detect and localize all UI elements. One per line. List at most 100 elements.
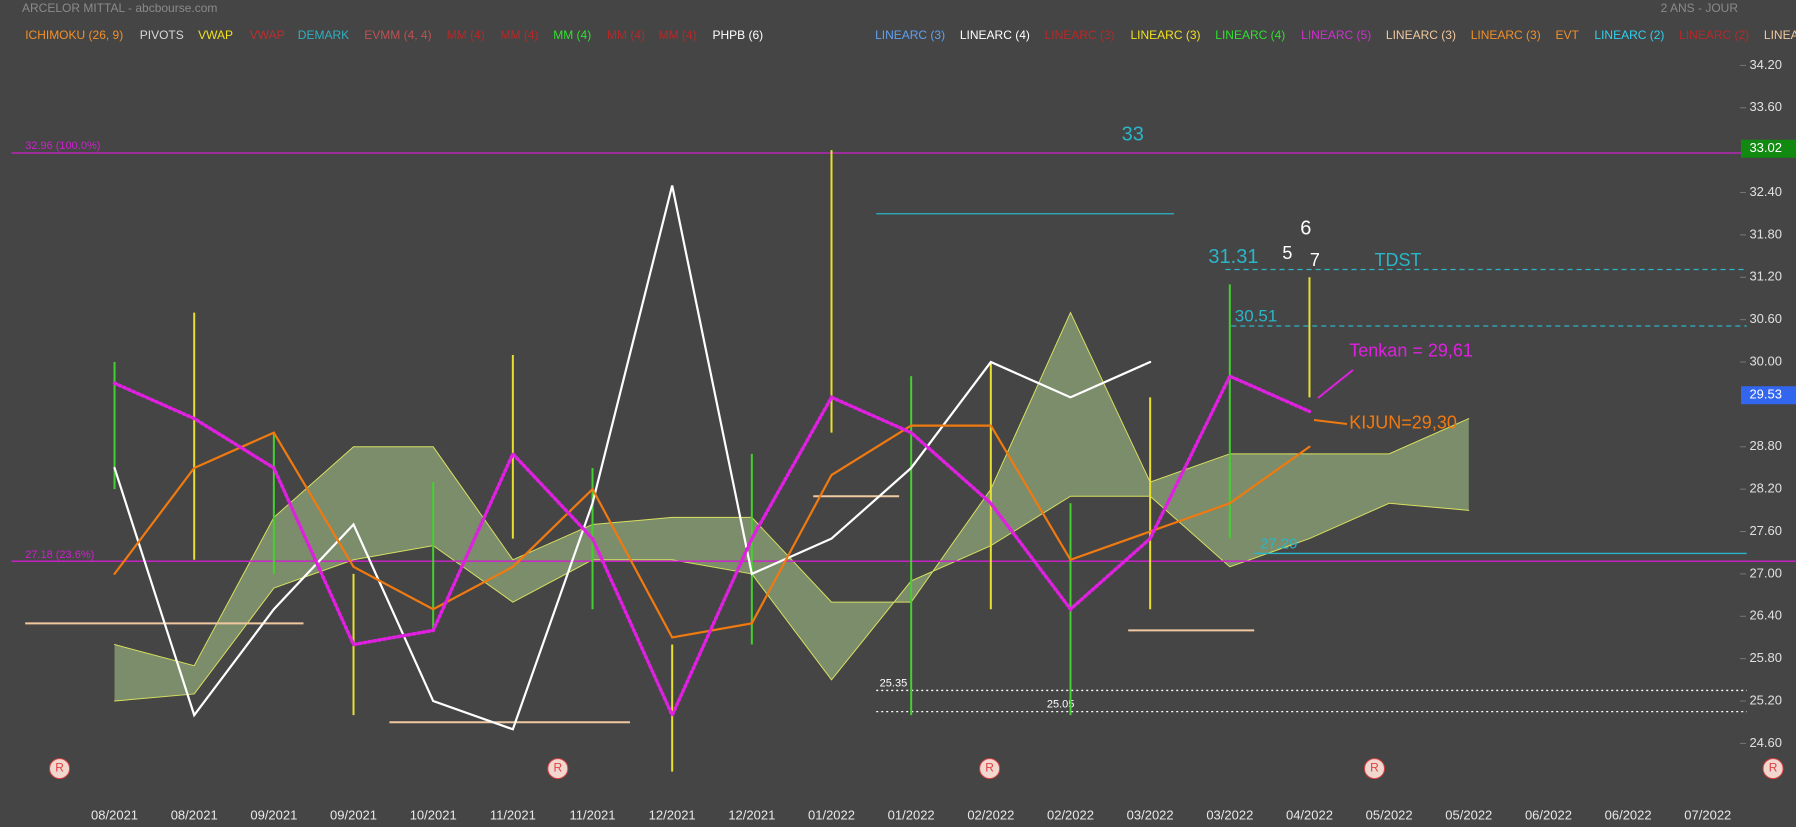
- y-tick-label: 27.60: [1749, 523, 1782, 538]
- annotation: R: [985, 761, 994, 775]
- cloud: [114, 312, 1469, 702]
- x-tick-label: 01/2022: [888, 807, 935, 822]
- indicator-label: LINEARC (2): [1679, 28, 1749, 42]
- y-tick-label: 26.40: [1749, 608, 1782, 623]
- y-tick-label: 31.20: [1749, 269, 1782, 284]
- x-tick-label: 09/2021: [330, 807, 377, 822]
- cloud-edge: [114, 311, 1470, 667]
- y-tick-label: 24.60: [1749, 735, 1782, 750]
- level-label: 25.35: [880, 677, 908, 689]
- cloud-edge: [114, 495, 1470, 702]
- annotation: 7: [1310, 250, 1320, 270]
- indicator-label: DEMARK: [298, 28, 349, 42]
- x-tick-label: 08/2021: [91, 807, 138, 822]
- x-tick-label: 06/2022: [1525, 807, 1572, 822]
- level-label: 27.18 (23.6%): [25, 549, 94, 561]
- x-tick-label: 01/2022: [808, 807, 855, 822]
- level-label: 30.51: [1235, 306, 1278, 325]
- level-label: 31.31: [1208, 246, 1258, 268]
- indicator-label: MM (4): [607, 28, 645, 42]
- indicator-label: VWAP: [250, 28, 285, 42]
- indicator-label: LINEARC (3): [875, 28, 945, 42]
- level-label: 25.05: [1047, 699, 1075, 711]
- series-line: [113, 185, 1152, 731]
- chart-title: ARCELOR MITTAL - abcbourse.com: [22, 1, 217, 15]
- x-tick-label: 12/2021: [728, 807, 775, 822]
- r-marker: [1363, 758, 1385, 780]
- y-tick-label: 28.20: [1749, 481, 1782, 496]
- indicator-label: LINEARC (2): [1594, 28, 1664, 42]
- level-label: 32.96 (100.0%): [25, 140, 100, 152]
- indicator-label: LINEARC (4): [960, 28, 1030, 42]
- price-badge: [1741, 386, 1796, 405]
- x-tick-label: 08/2021: [171, 807, 218, 822]
- annotation: R: [55, 761, 64, 775]
- indicator-label: VWAP: [198, 28, 233, 42]
- indicator-label: LINEARC (3): [1131, 28, 1201, 42]
- x-tick-label: 02/2022: [1047, 807, 1094, 822]
- x-tick-label: 06/2022: [1605, 807, 1652, 822]
- arrow: [1317, 369, 1354, 399]
- series-line: [112, 373, 1312, 720]
- y-tick-label: 27.00: [1749, 565, 1782, 580]
- r-marker: [1762, 758, 1784, 780]
- y-tick-label: 30.00: [1749, 353, 1782, 368]
- indicator-label: LINEARC (3): [1471, 28, 1541, 42]
- x-tick-label: 05/2022: [1366, 807, 1413, 822]
- annotation: 6: [1300, 217, 1311, 239]
- indicator-label: MM (4): [501, 28, 539, 42]
- x-tick-label: 10/2021: [410, 807, 457, 822]
- indicator-label: LINEARC (4): [1215, 28, 1285, 42]
- price-badge: [1741, 139, 1796, 158]
- x-tick-label: 09/2021: [250, 807, 297, 822]
- arrow: [1313, 419, 1348, 425]
- annotation: R: [1769, 761, 1778, 775]
- indicator-label: PHPB (6): [712, 28, 763, 42]
- indicator-label: EVT: [1555, 28, 1579, 42]
- x-tick-label: 11/2021: [569, 807, 615, 822]
- annotation: 5: [1282, 243, 1292, 263]
- r-marker: [979, 758, 1001, 780]
- indicator-label: LINEARC (3): [1386, 28, 1456, 42]
- x-tick-label: 03/2022: [1206, 807, 1253, 822]
- indicator-label: MM (4): [447, 28, 485, 42]
- y-tick-label: 30.60: [1749, 311, 1782, 326]
- indicator-label: EVMM (4, 4): [364, 28, 431, 42]
- x-tick-label: 04/2022: [1286, 807, 1333, 822]
- y-tick-label: 32.40: [1749, 184, 1782, 199]
- y-tick-label: 31.80: [1749, 226, 1782, 241]
- x-tick-label: 11/2021: [490, 807, 536, 822]
- indicator-label: PIVOTS: [140, 28, 184, 42]
- indicator-label: LINEARC (5): [1301, 28, 1371, 42]
- indicator-label: ICHIMOKU (26, 9): [25, 28, 123, 42]
- x-tick-label: 03/2022: [1127, 807, 1174, 822]
- annotation: 33: [1122, 123, 1144, 145]
- price-badge-label: 33.02: [1749, 140, 1782, 155]
- price-badge-label: 29.53: [1749, 387, 1782, 402]
- r-marker: [49, 758, 71, 780]
- indicator-label: LINEA: [1764, 28, 1796, 42]
- indicator-label: MM (4): [659, 28, 697, 42]
- y-tick-label: 33.60: [1749, 99, 1782, 114]
- indicator-label: MM (4): [553, 28, 591, 42]
- annotation: TDST: [1374, 250, 1421, 270]
- y-tick-label: 25.80: [1749, 650, 1782, 665]
- y-tick-label: 25.20: [1749, 692, 1782, 707]
- x-tick-label: 05/2022: [1445, 807, 1492, 822]
- annotation: R: [1370, 761, 1379, 775]
- level-label: 27.29: [1260, 535, 1298, 552]
- x-tick-label: 12/2021: [649, 807, 696, 822]
- x-tick-label: 07/2022: [1684, 807, 1731, 822]
- y-tick-label: 34.20: [1749, 57, 1782, 72]
- y-tick-label: 28.80: [1749, 438, 1782, 453]
- x-tick-label: 02/2022: [967, 807, 1014, 822]
- annotation: KIJUN=29,30: [1349, 413, 1457, 433]
- period-label: 2 ANS - JOUR: [1661, 1, 1739, 15]
- indicator-label: LINEARC (3): [1045, 28, 1115, 42]
- annotation: Tenkan = 29,61: [1349, 340, 1473, 360]
- r-marker: [547, 758, 569, 780]
- annotation: R: [553, 761, 562, 775]
